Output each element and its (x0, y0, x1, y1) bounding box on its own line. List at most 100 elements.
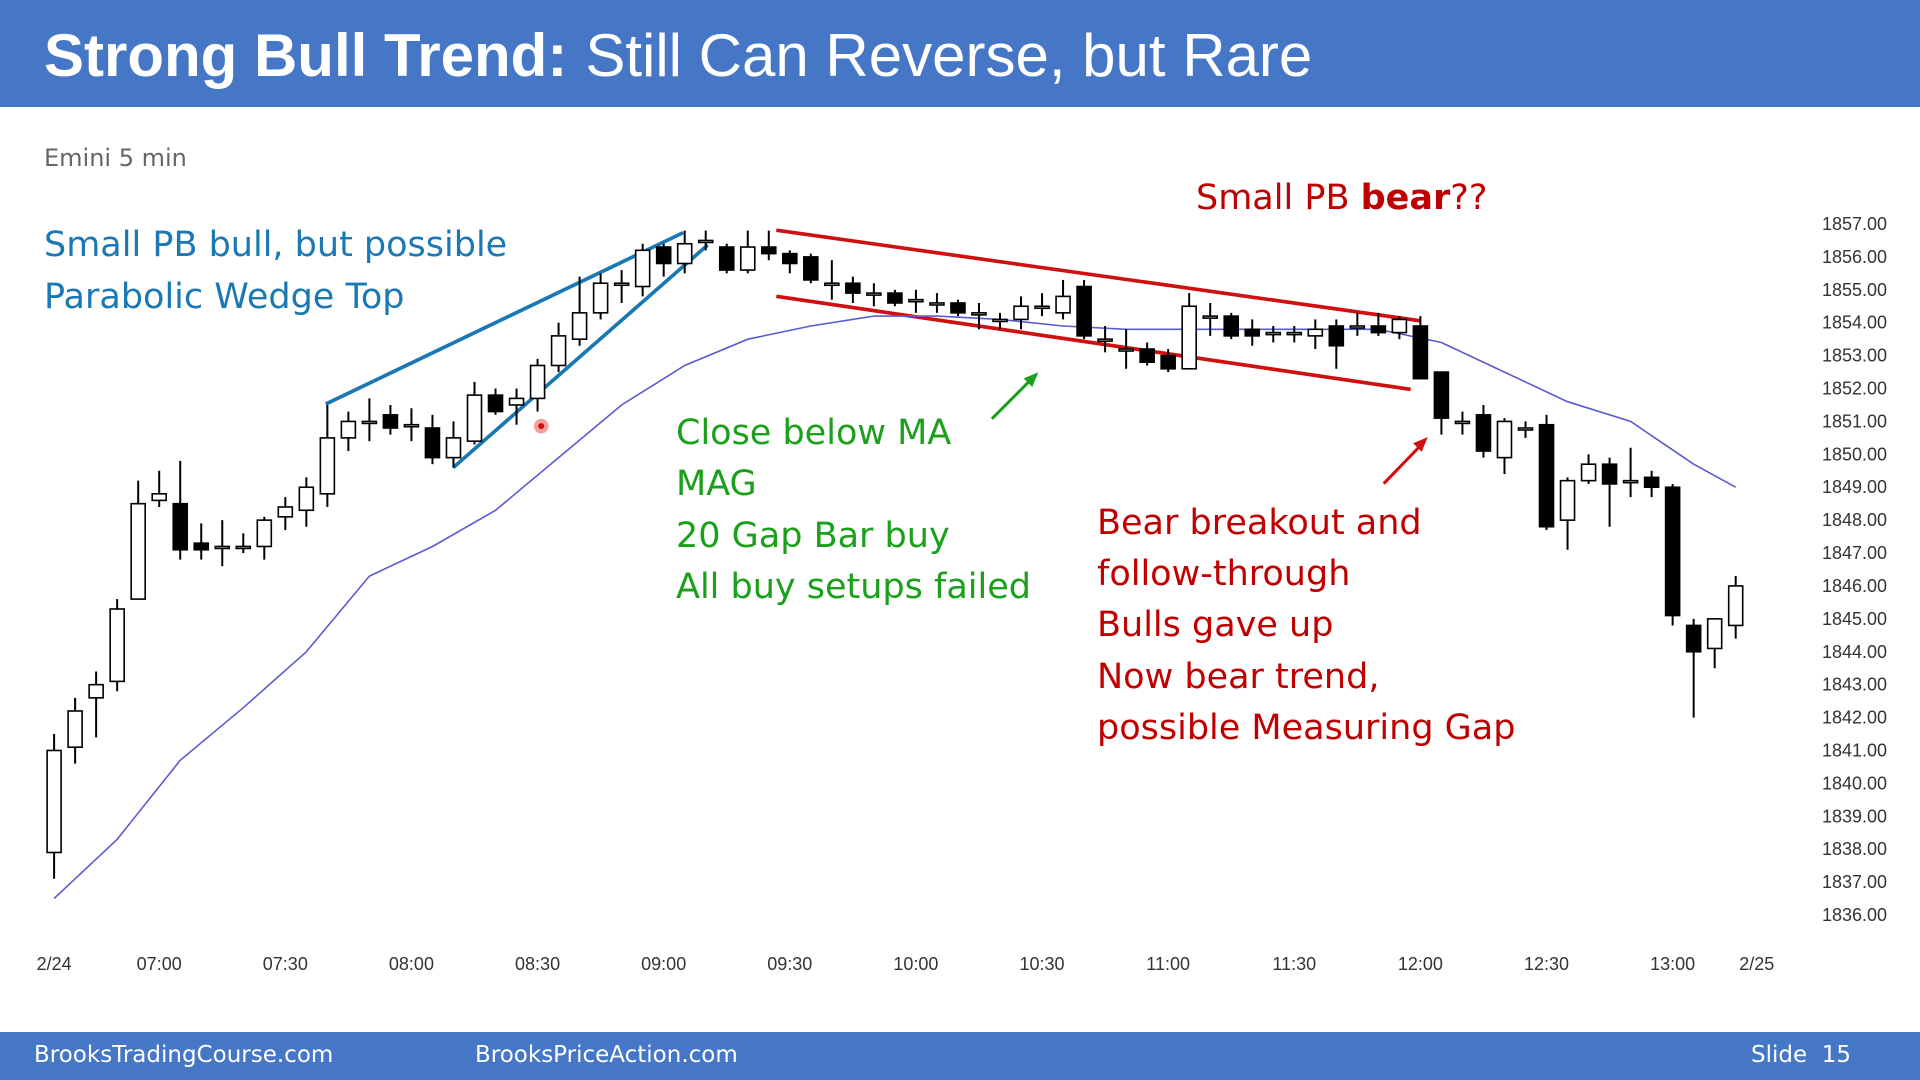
title: Strong Bull Trend: Still Can Reverse, but… (44, 22, 1312, 89)
arrow (990, 378, 1033, 420)
annotation: Small PB bear?? (1196, 178, 1487, 218)
x-tick-label: 07:00 (137, 954, 182, 974)
candle-body (382, 414, 399, 429)
candle-body (1349, 325, 1366, 329)
candle-body (1454, 420, 1471, 425)
candle-body (487, 394, 504, 413)
candle-body (676, 242, 693, 265)
candle-body (1622, 479, 1639, 484)
annotation: Close below MA (676, 413, 951, 453)
annotation: follow-through (1097, 554, 1350, 594)
candle-body (67, 710, 83, 748)
candle-body (1727, 585, 1744, 627)
candle-body (193, 542, 210, 551)
candle-body (88, 683, 104, 699)
y-tick-label: 1853.00 (1822, 346, 1887, 366)
candle-body (1475, 414, 1492, 452)
candle-body (1202, 315, 1218, 319)
candle-body (445, 437, 462, 459)
candle-body (1328, 325, 1345, 347)
x-tick-label: 07:30 (263, 954, 308, 974)
candle-body (1517, 427, 1534, 431)
arrow-head (1413, 437, 1428, 452)
x-tick-label: 12:00 (1398, 954, 1443, 974)
title-rest: Still Can Reverse, but Rare (585, 22, 1312, 89)
candle-body (803, 256, 819, 281)
y-tick-label: 1856.00 (1822, 247, 1887, 267)
annotation: MAG (676, 464, 757, 504)
candle-body (950, 302, 966, 314)
candle-body (866, 292, 882, 296)
candle-body (697, 239, 714, 244)
y-tick-label: 1838.00 (1822, 839, 1887, 859)
candle-body (1223, 315, 1240, 337)
y-tick-label: 1844.00 (1822, 642, 1887, 662)
annotation: Bulls gave up (1097, 605, 1333, 645)
candle-body (1580, 463, 1597, 482)
footer-bar (0, 1032, 1920, 1080)
candle-body (1244, 328, 1261, 337)
candle-body (298, 486, 315, 512)
annotation: Now bear trend, (1097, 657, 1379, 697)
candle-body (929, 302, 945, 306)
channel-line (776, 294, 1411, 392)
candle-body (908, 298, 924, 303)
x-tick-label: 11:30 (1272, 954, 1316, 974)
annotation-part: ?? (1450, 178, 1487, 218)
plot: 1836.00 1837.00 1838.00 1839.00 1840.00 1841.… (37, 214, 1888, 974)
y-tick-label: 1841.00 (1822, 740, 1887, 760)
y-tick-label: 1848.00 (1822, 510, 1887, 530)
candle-body (277, 506, 294, 518)
candle-body (613, 282, 630, 287)
candle-body (1307, 328, 1324, 337)
subtitle: Emini 5 min (44, 144, 187, 172)
annotation: All buy setups failed (676, 567, 1031, 607)
annotation-part: Small PB (1196, 178, 1361, 218)
y-tick-label: 1846.00 (1822, 576, 1887, 596)
x-tick-label: 08:30 (515, 954, 560, 974)
candle-body (845, 282, 861, 294)
y-tick-label: 1845.00 (1822, 609, 1887, 629)
x-tick-label: 2/24 (37, 954, 72, 974)
x-tick-label: 11:00 (1146, 954, 1190, 974)
x-tick-label: 08:00 (389, 954, 434, 974)
y-tick-label: 1850.00 (1822, 444, 1887, 464)
annotation: Small PB bull, but possible (44, 225, 507, 265)
candle-body (718, 246, 735, 271)
candle-body (1538, 423, 1555, 528)
candle-body (340, 420, 357, 439)
x-tick-label: 10:30 (1020, 954, 1065, 974)
y-tick-label: 1852.00 (1822, 379, 1887, 399)
y-tick-label: 1836.00 (1822, 905, 1887, 925)
y-tick-label: 1857.00 (1822, 214, 1887, 234)
y-tick-label: 1839.00 (1822, 806, 1887, 826)
wedge-line (324, 230, 685, 406)
candle-body (172, 502, 189, 551)
candle-body (1286, 331, 1303, 336)
candle-body (403, 423, 420, 428)
arrow (1382, 444, 1422, 485)
x-tick-label: 09:30 (767, 954, 812, 974)
candle-body (256, 519, 273, 548)
candle-body (1118, 348, 1134, 352)
candle-body (1706, 618, 1723, 650)
candle-body (151, 493, 167, 502)
candle-body (971, 312, 987, 316)
y-tick-label: 1854.00 (1822, 313, 1887, 333)
candle-body (571, 312, 588, 340)
annotation: Parabolic Wedge Top (44, 277, 405, 317)
candle-body (992, 318, 1008, 323)
y-tick-label: 1855.00 (1822, 280, 1887, 300)
annotation: possible Measuring Gap (1097, 708, 1515, 748)
x-tick-label: 2/25 (1739, 954, 1774, 974)
candle-body (235, 545, 252, 550)
candle-body (1013, 305, 1029, 321)
arrow-head (1023, 372, 1039, 387)
candle-body (1139, 348, 1155, 363)
candle-body (824, 282, 840, 287)
footer-link: BrooksTradingCourse.com (34, 1042, 333, 1068)
candle-body (1055, 295, 1071, 314)
candle-body (1685, 624, 1702, 653)
candle-body (655, 246, 672, 265)
annotation: 20 Gap Bar buy (676, 516, 950, 556)
